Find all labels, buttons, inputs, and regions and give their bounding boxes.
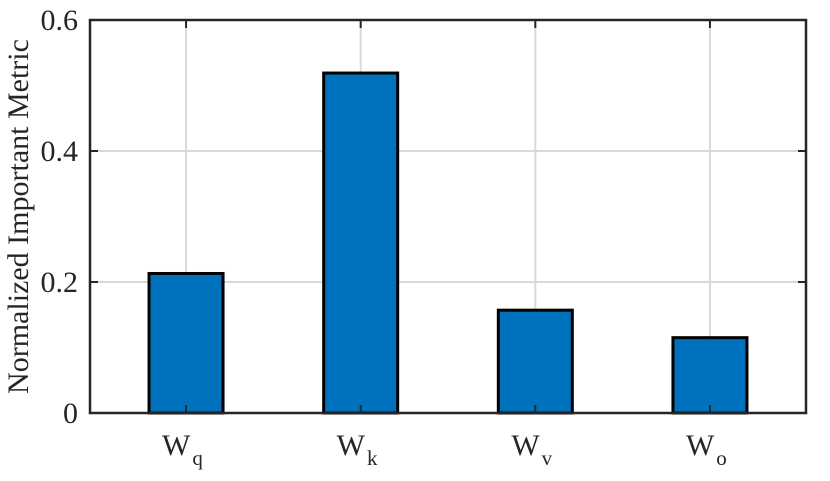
y-tick-label: 0.6 xyxy=(41,4,79,37)
x-tick-label: Wk xyxy=(337,429,378,470)
y-tick-label: 0 xyxy=(63,397,78,430)
axes-box xyxy=(88,18,808,415)
bar xyxy=(496,308,574,415)
bar xyxy=(322,71,400,415)
x-tick-labels: Wq Wk Wv Wo xyxy=(162,429,727,470)
bars xyxy=(147,71,749,415)
y-tick-label: 0.4 xyxy=(41,135,79,168)
y-tick-label: 0.2 xyxy=(41,266,79,299)
bar xyxy=(147,271,225,415)
y-tick-labels: 0 0.2 0.4 0.6 xyxy=(41,4,79,430)
bar xyxy=(671,336,749,415)
x-tick-label: Wv xyxy=(511,429,552,470)
x-tick-label: Wq xyxy=(162,429,203,470)
tick-marks xyxy=(90,19,806,414)
x-tick-label: Wo xyxy=(686,429,727,470)
y-axis-label: Normalized Important Metric xyxy=(2,39,35,394)
